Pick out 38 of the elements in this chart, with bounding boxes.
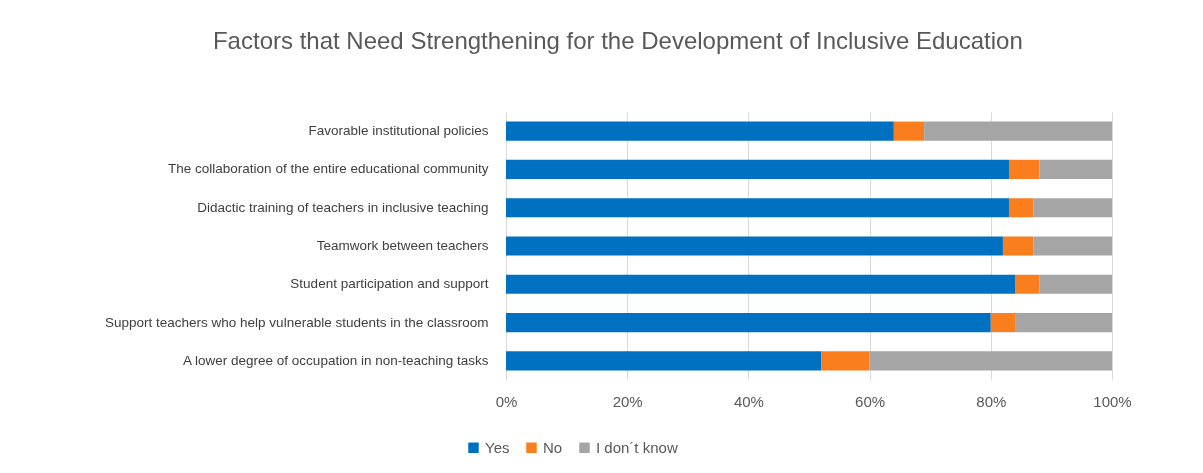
- bar: [506, 198, 1009, 218]
- bar: [990, 313, 1016, 333]
- legend-label: I don´t know: [596, 438, 678, 456]
- bar: [1039, 274, 1112, 294]
- bar: [506, 313, 991, 333]
- x-tick-label: 60%: [855, 392, 886, 410]
- y-tick-label: A lower degree of occupation in non-teaching tasks: [183, 352, 489, 368]
- legend-label: No: [543, 438, 563, 456]
- bar: [893, 121, 925, 141]
- y-tick-label: Student participation and support: [290, 276, 489, 292]
- bar: [1008, 198, 1034, 218]
- y-tick-label: Teamwork between teachers: [316, 238, 489, 253]
- bar: [1002, 236, 1034, 256]
- bar: [821, 351, 870, 371]
- y-tick-label: The collaboration of the entire educational community: [168, 161, 489, 177]
- bar: [1008, 159, 1040, 179]
- bar: [506, 159, 1009, 179]
- bar: [506, 274, 1016, 294]
- x-tick-label: 20%: [612, 392, 643, 410]
- bar: [1033, 198, 1112, 218]
- bar: [924, 121, 1112, 141]
- x-tick-label: 80%: [976, 392, 1007, 410]
- bar: [1015, 313, 1112, 333]
- x-tick-label: 100%: [1093, 392, 1132, 410]
- y-tick-label: Didactic training of teachers in inclusive teaching: [197, 199, 489, 215]
- bar: [1039, 159, 1112, 179]
- bar: [506, 121, 894, 141]
- bar: [506, 351, 822, 371]
- x-tick-label: 40%: [733, 392, 764, 410]
- x-tick-label: 0%: [495, 392, 518, 410]
- legend-label: Yes: [485, 438, 510, 456]
- chart-title: Factors that Need Strengthening for the Development of Inclusive Education: [212, 27, 1023, 54]
- y-tick-label: Favorable institutional policies: [308, 123, 489, 139]
- bar: [1015, 274, 1040, 294]
- bar: [1033, 236, 1112, 256]
- bar: [869, 351, 1112, 371]
- y-tick-label: Support teachers who help vulnerable students in the classroom: [105, 314, 489, 330]
- bar: [506, 236, 1003, 256]
